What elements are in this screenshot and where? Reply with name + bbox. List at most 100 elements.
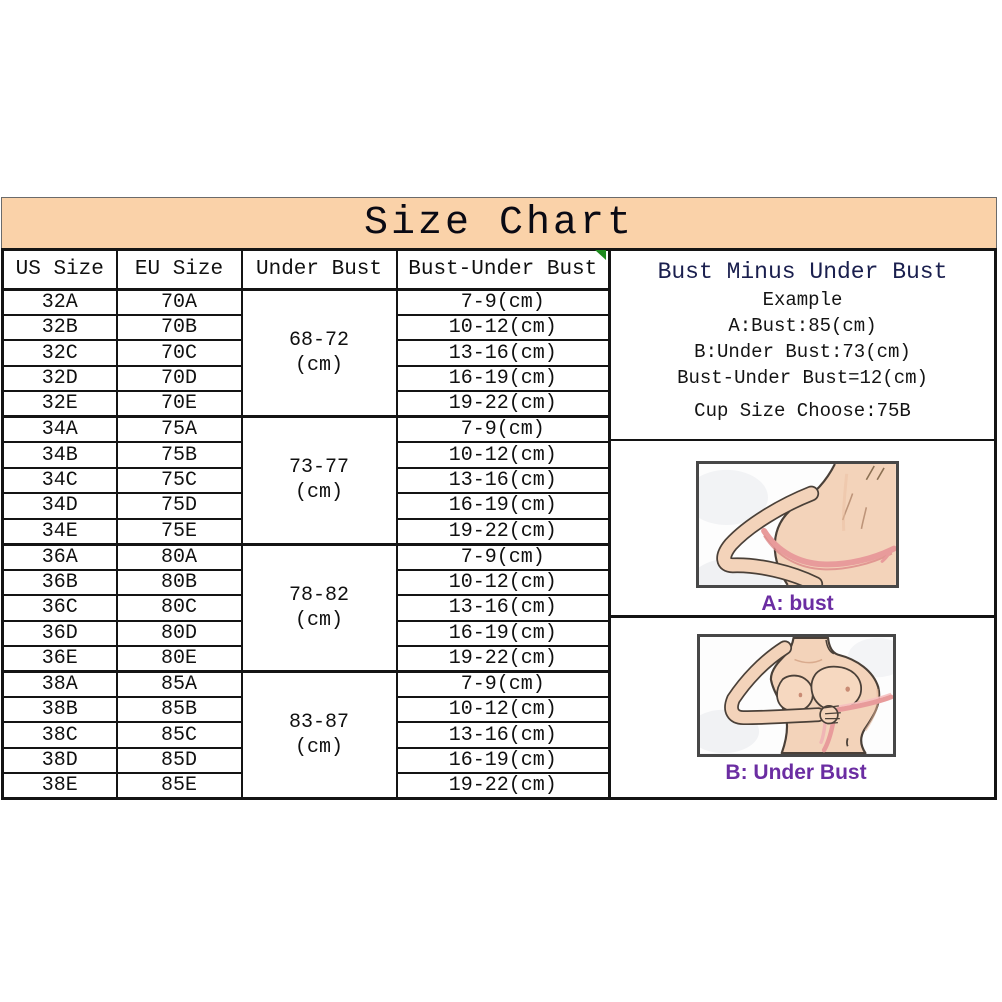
- under-bust-unit: (cm): [294, 608, 343, 632]
- table-row: 38C 85C 13-16(cm): [1, 721, 611, 749]
- us-size-cell: 34E: [1, 517, 118, 546]
- under-bust-unit: (cm): [294, 481, 343, 505]
- table-row: 36A 80A 78-82 (cm) 7-9(cm): [1, 542, 611, 673]
- info-panel: Bust Minus Under Bust Example A:Bust:85(…: [611, 248, 997, 801]
- table-row: 32C 70C 13-16(cm): [1, 339, 611, 367]
- example-line-under-bust: B:Under Bust:73(cm): [694, 341, 911, 363]
- under-bust-range-cell: 83-87 (cm): [240, 669, 398, 800]
- us-size-cell: 32A: [1, 288, 118, 316]
- bust-diff-cell: 10-12(cm): [395, 568, 611, 597]
- table-row: 38E 85E 19-22(cm): [1, 772, 611, 800]
- eu-size-cell: 80A: [115, 542, 243, 571]
- eu-size-cell: 70B: [115, 313, 243, 342]
- table-row: 34C 75C 13-16(cm): [1, 466, 611, 495]
- table-row: 36B 80B 10-12(cm): [1, 568, 611, 597]
- us-size-cell: 38E: [1, 772, 118, 800]
- table-row: 36D 80D 16-19(cm): [1, 619, 611, 647]
- table-header-row: US Size EU Size Under Bust Bust-Under Bu…: [1, 248, 611, 291]
- bust-diff-cell: 13-16(cm): [395, 721, 611, 749]
- eu-size-cell: 75C: [115, 466, 243, 495]
- bust-diff-cell: 16-19(cm): [395, 746, 611, 775]
- table-row: 38A 85A 83-87 (cm) 7-9(cm): [1, 669, 611, 800]
- table-row: 32E 70E 19-22(cm): [1, 390, 611, 418]
- under-bust-range: 83-87: [288, 711, 349, 735]
- table-row: 32D 70D 16-19(cm): [1, 364, 611, 393]
- table-row: 34A 75A 73-77 (cm) 7-9(cm): [1, 415, 611, 546]
- chart-content: US Size EU Size Under Bust Bust-Under Bu…: [1, 248, 997, 801]
- under-bust-range: 68-72: [288, 329, 349, 353]
- bust-diff-cell: 16-19(cm): [395, 492, 611, 520]
- under-bust-range-cell: 78-82 (cm): [240, 542, 398, 673]
- us-size-cell: 32D: [1, 364, 118, 393]
- bust-figure-cell: A: bust: [611, 441, 994, 618]
- under-bust-measure-illustration: [688, 636, 907, 755]
- header-us-size: US Size: [1, 248, 118, 291]
- under-bust-figure-cell: B: Under Bust: [611, 618, 994, 797]
- us-size-cell: 36B: [1, 568, 118, 597]
- bust-diff-cell: 19-22(cm): [395, 644, 611, 673]
- table-row: 34B 75B 10-12(cm): [1, 441, 611, 469]
- bust-diff-cell: 16-19(cm): [395, 364, 611, 393]
- bust-figure-frame: [685, 461, 899, 597]
- bust-figure-label: A: bust: [761, 592, 834, 615]
- eu-size-cell: 85A: [115, 669, 243, 698]
- panel-title: Bust Minus Under Bust: [657, 259, 948, 285]
- eu-size-cell: 85D: [115, 746, 243, 775]
- example-line-difference: Bust-Under Bust=12(cm): [677, 367, 928, 389]
- us-size-cell: 38B: [1, 695, 118, 724]
- eu-size-cell: 75E: [115, 517, 243, 546]
- under-bust-figure-frame: [688, 634, 907, 757]
- us-size-cell: 34D: [1, 492, 118, 520]
- us-size-cell: 36A: [1, 542, 118, 571]
- spreadsheet-error-marker: [595, 250, 606, 260]
- page-title: Size Chart: [363, 200, 635, 246]
- eu-size-cell: 85E: [115, 772, 243, 800]
- eu-size-cell: 75D: [115, 492, 243, 520]
- us-size-cell: 32B: [1, 313, 118, 342]
- eu-size-cell: 85C: [115, 721, 243, 749]
- table-row: 34D 75D 16-19(cm): [1, 492, 611, 520]
- table-row: 36C 80C 13-16(cm): [1, 594, 611, 622]
- eu-size-cell: 75A: [115, 415, 243, 444]
- table-row: 32B 70B 10-12(cm): [1, 313, 611, 342]
- cup-size-line: Cup Size Choose:75B: [694, 400, 911, 422]
- under-bust-range: 73-77: [288, 456, 349, 480]
- header-eu-size: EU Size: [115, 248, 243, 291]
- us-size-cell: 32C: [1, 339, 118, 367]
- table-row: 34E 75E 19-22(cm): [1, 517, 611, 546]
- example-heading: Example: [762, 289, 843, 311]
- size-table: US Size EU Size Under Bust Bust-Under Bu…: [1, 248, 611, 801]
- under-bust-unit: (cm): [294, 736, 343, 760]
- under-bust-range-cell: 68-72 (cm): [240, 287, 398, 418]
- bust-diff-cell: 7-9(cm): [395, 542, 611, 571]
- us-size-cell: 38A: [1, 669, 118, 698]
- us-size-cell: 36E: [1, 644, 118, 673]
- bust-diff-cell: 13-16(cm): [395, 339, 611, 367]
- bust-diff-cell: 19-22(cm): [395, 517, 611, 546]
- header-bust-diff: Bust-Under Bust: [395, 248, 611, 291]
- under-bust-range-cell: 73-77 (cm): [240, 415, 398, 546]
- us-size-cell: 34C: [1, 466, 118, 495]
- table-row: 38D 85D 16-19(cm): [1, 746, 611, 775]
- us-size-cell: 34B: [1, 441, 118, 469]
- eu-size-cell: 70C: [115, 339, 243, 367]
- us-size-cell: 34A: [1, 415, 118, 444]
- bust-diff-cell: 13-16(cm): [395, 594, 611, 622]
- under-bust-range: 78-82: [288, 583, 349, 607]
- bust-diff-cell: 10-12(cm): [395, 441, 611, 469]
- size-chart-sheet: Size Chart US Size EU Size Under Bust Bu…: [1, 197, 997, 801]
- bust-diff-cell: 19-22(cm): [395, 772, 611, 800]
- bust-diff-cell: 7-9(cm): [395, 415, 611, 444]
- banner: Size Chart: [1, 197, 997, 248]
- example-line-bust: A:Bust:85(cm): [728, 315, 877, 337]
- header-under-bust: Under Bust: [240, 248, 398, 291]
- bust-diff-cell: 10-12(cm): [395, 313, 611, 342]
- table-row: 38B 85B 10-12(cm): [1, 695, 611, 724]
- under-bust-figure-label: B: Under Bust: [725, 761, 867, 784]
- us-size-cell: 38D: [1, 746, 118, 775]
- bust-diff-cell: 10-12(cm): [395, 695, 611, 724]
- example-section: Bust Minus Under Bust Example A:Bust:85(…: [611, 251, 994, 441]
- us-size-cell: 36D: [1, 619, 118, 647]
- us-size-cell: 32E: [1, 390, 118, 418]
- eu-size-cell: 70D: [115, 364, 243, 393]
